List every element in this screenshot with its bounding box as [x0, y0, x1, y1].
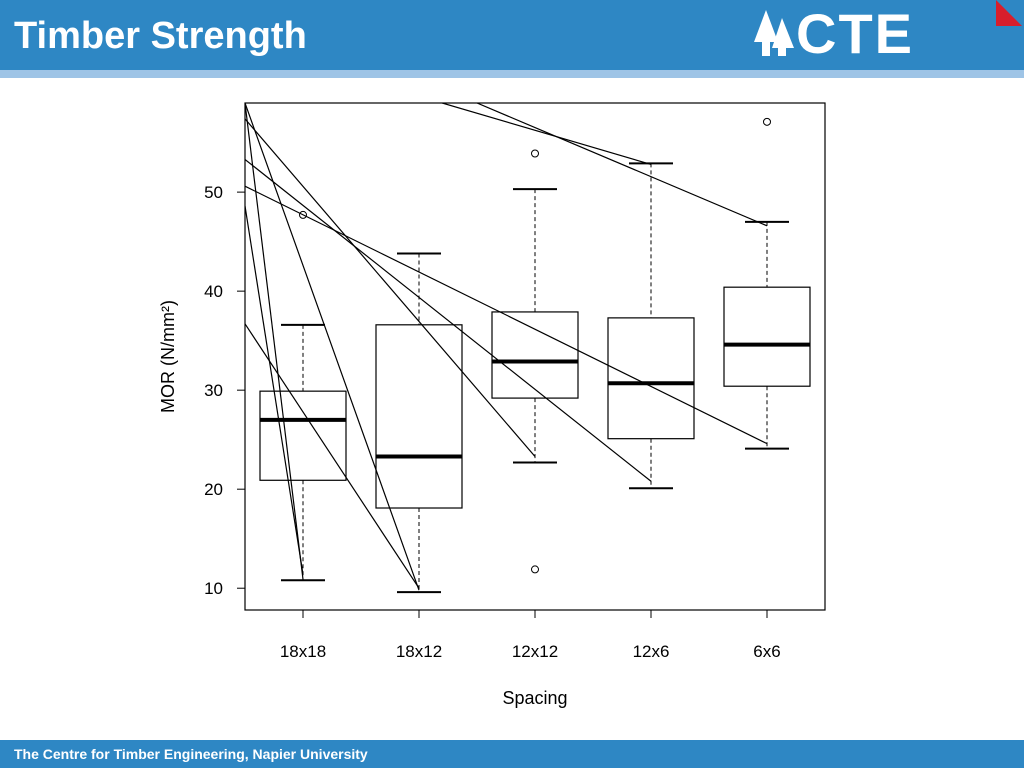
box-12x6 — [607, 317, 695, 440]
red-corner-flag-icon — [996, 0, 1022, 26]
box-18x18 — [259, 390, 347, 481]
x-tick-label-18x12: 18x12 — [396, 642, 442, 661]
box-6x6 — [723, 286, 811, 387]
outlier-12x12-2 — [531, 565, 539, 574]
box-12x12 — [491, 311, 579, 399]
logo-text: CTE — [796, 2, 914, 65]
box-18x12 — [375, 324, 463, 509]
header-bar: Timber Strength CTE — [0, 0, 1024, 70]
boxplot-chart: 10 20 30 40 50 18x18 18x12 12x12 12x6 6x6 Spacing M… — [158, 102, 826, 708]
outlier-12x12-1 — [531, 149, 539, 158]
y-tick-label-30: 30 — [204, 381, 223, 400]
overlay-line-5 — [245, 185, 768, 445]
plot-frame — [244, 102, 826, 611]
tree-logo-icon — [754, 10, 794, 56]
x-tick-label-6x6: 6x6 — [753, 642, 780, 661]
overlay-line-4 — [245, 158, 652, 482]
overlay-line-3 — [245, 118, 536, 457]
footer-text: The Centre for Timber Engineering, Napie… — [14, 746, 368, 762]
outlier-6x6-1 — [763, 117, 771, 126]
y-tick-label-20: 20 — [204, 480, 223, 499]
y-tick-label-40: 40 — [204, 282, 223, 301]
slide-title: Timber Strength — [14, 15, 307, 57]
overlay-line-7 — [245, 323, 420, 589]
header-stripe — [0, 70, 1024, 78]
overlay-line-2 — [245, 103, 420, 591]
x-tick-label-18x18: 18x18 — [280, 642, 326, 661]
y-tick-label-50: 50 — [204, 183, 223, 202]
x-axis-label: Spacing — [502, 688, 567, 708]
y-axis-label: MOR (N/mm²) — [158, 300, 178, 413]
overlay-line-9 — [476, 103, 768, 227]
overlay-line-1 — [245, 103, 304, 580]
footer-bar: The Centre for Timber Engineering, Napie… — [0, 740, 1024, 768]
overlay-line-8 — [442, 103, 652, 165]
y-tick-label-10: 10 — [204, 579, 223, 598]
overlay-line-6 — [245, 205, 304, 575]
cte-logo: CTE — [748, 0, 1024, 66]
outlier-18x18-1 — [299, 210, 307, 219]
x-tick-label-12x12: 12x12 — [512, 642, 558, 661]
x-tick-label-12x6: 12x6 — [633, 642, 670, 661]
